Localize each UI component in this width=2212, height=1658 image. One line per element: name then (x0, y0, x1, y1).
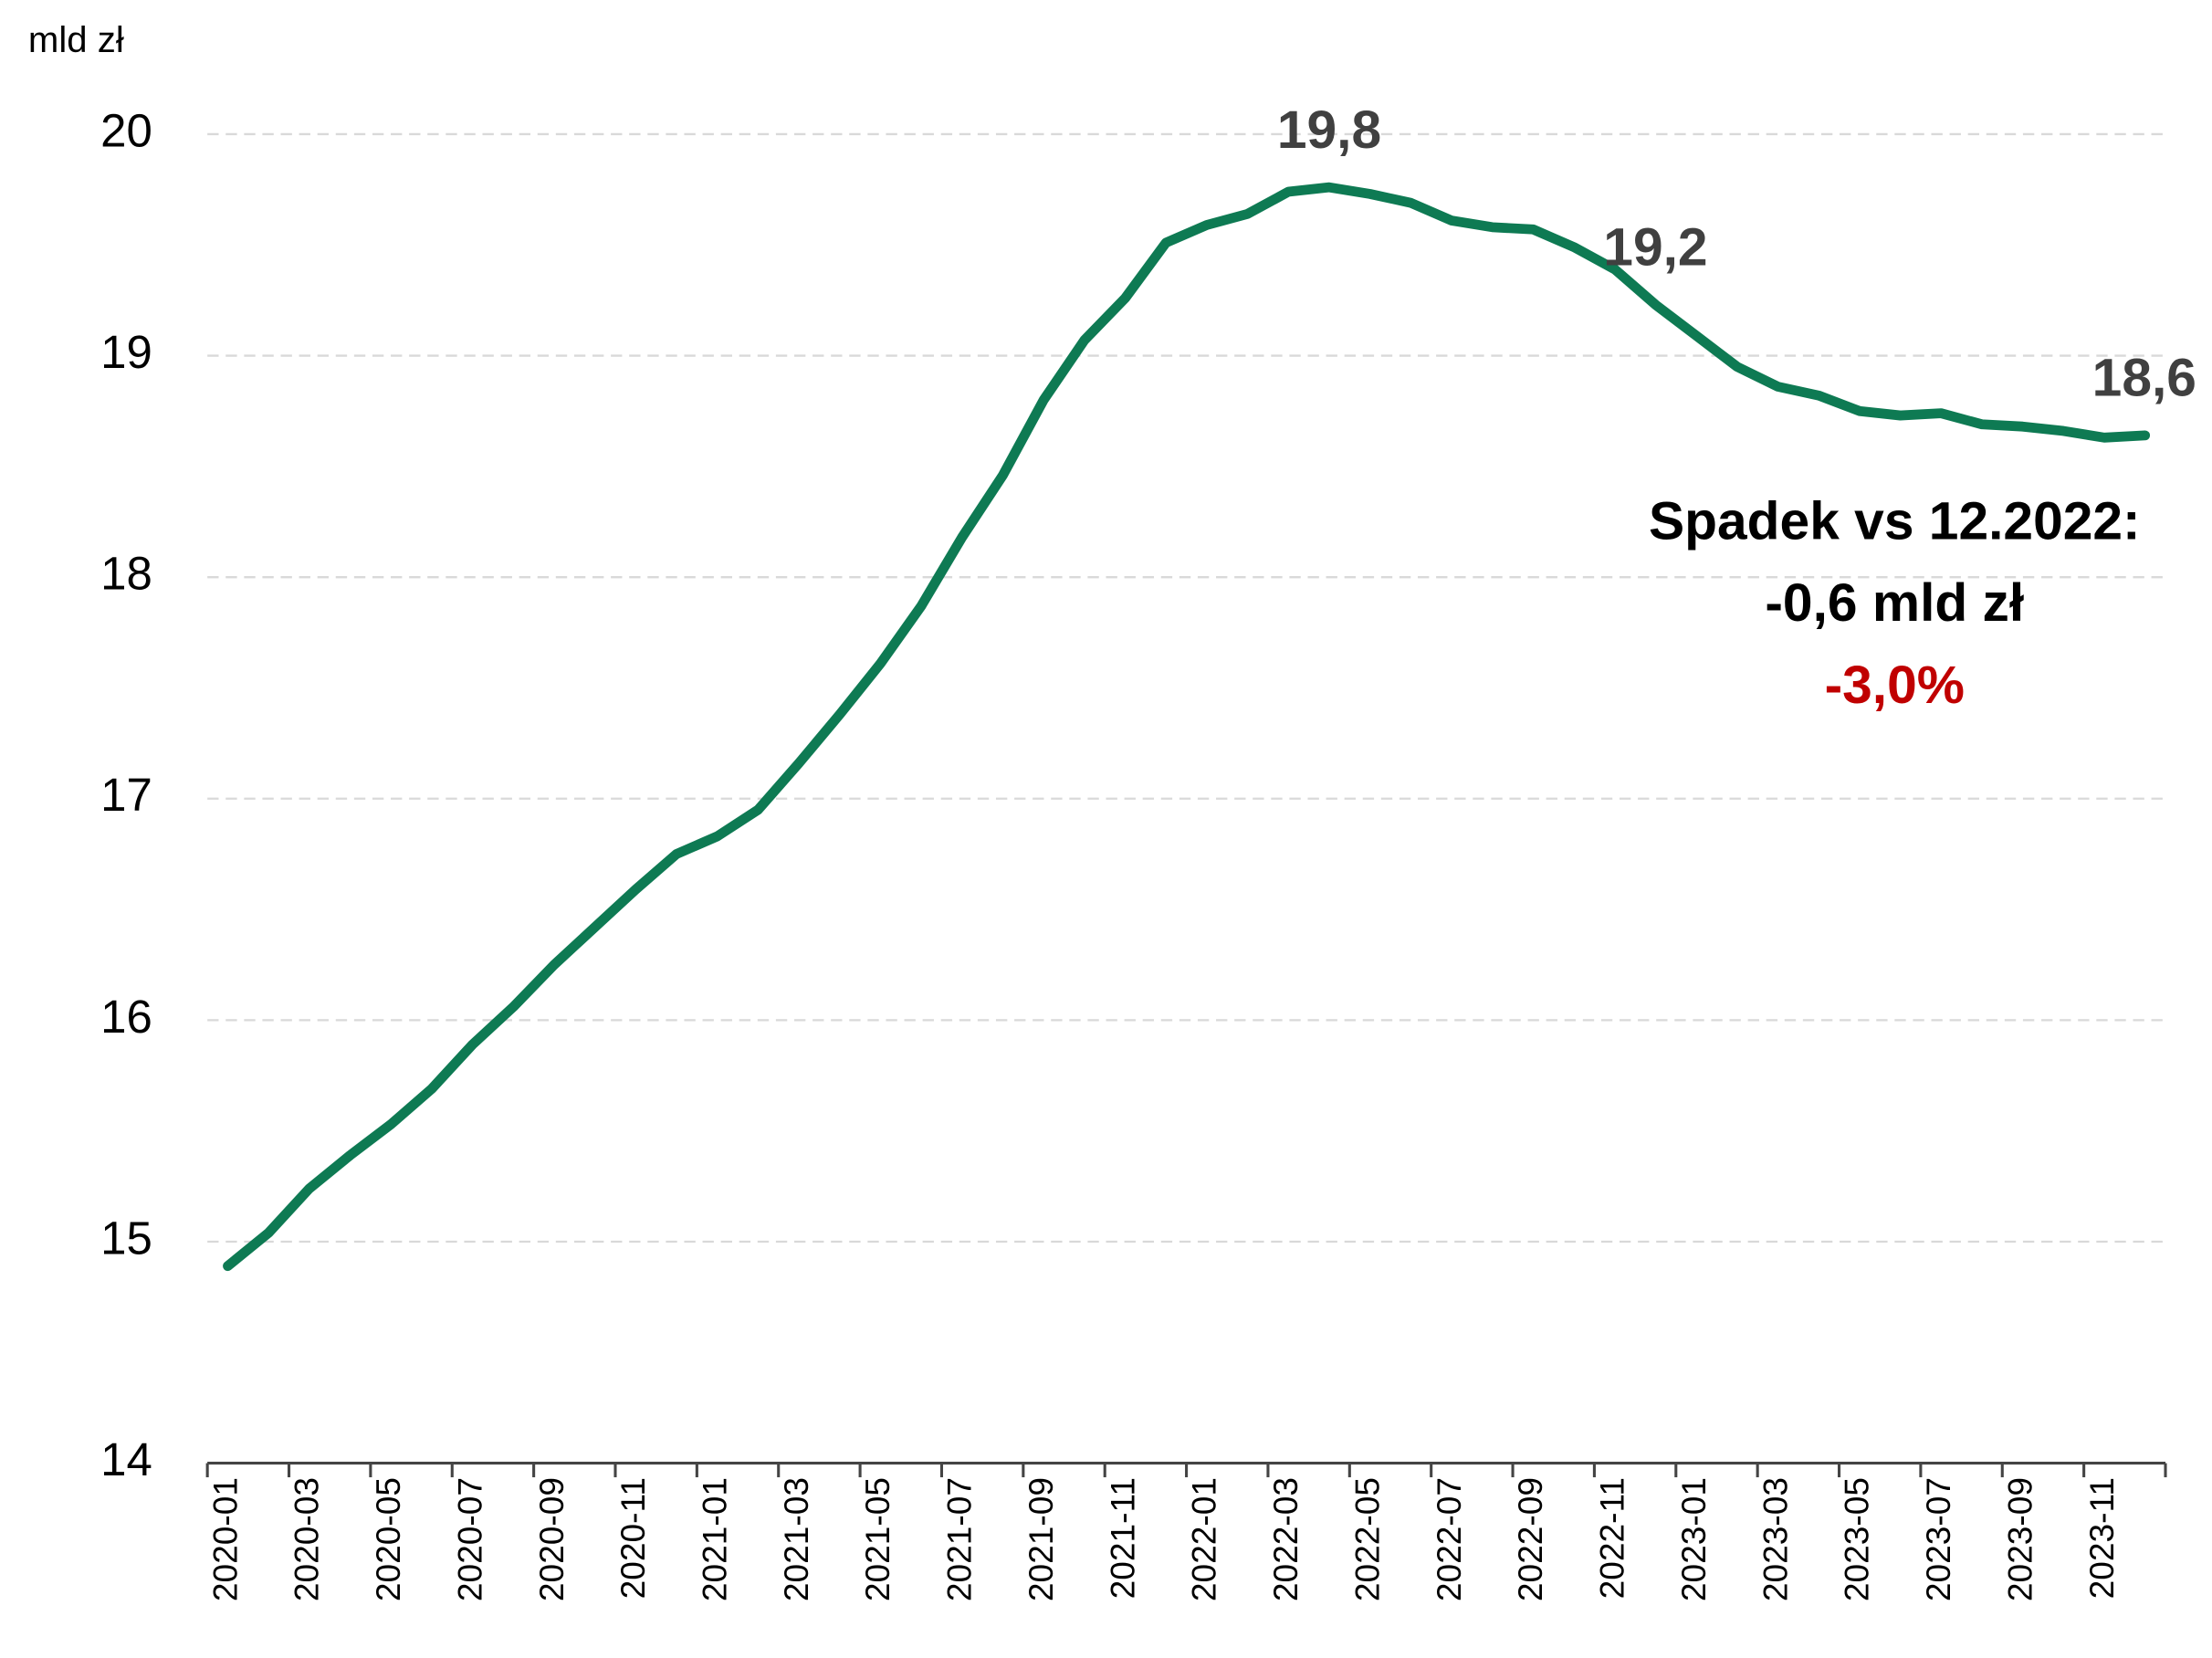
x-tick-label: 2021-03 (777, 1477, 815, 1601)
x-tick-label: 2021-09 (1022, 1477, 1060, 1601)
y-tick-label: 18 (100, 548, 152, 600)
x-tick-label: 2020-11 (613, 1477, 652, 1599)
x-tick-label: 2020-01 (205, 1477, 244, 1601)
x-tick-label: 2023-05 (1838, 1477, 1876, 1601)
data-label: 19,8 (1277, 100, 1381, 160)
x-tick-label: 2023-11 (2082, 1477, 2121, 1599)
x-tick-label: 2023-03 (1756, 1477, 1794, 1601)
x-tick-label: 2023-09 (2000, 1477, 2039, 1601)
y-tick-label: 15 (100, 1212, 152, 1264)
x-tick-label: 2020-09 (532, 1477, 571, 1601)
x-tick-label: 2020-07 (450, 1477, 488, 1601)
x-tick-label: 2020-03 (288, 1477, 326, 1601)
x-tick-label: 2020-05 (369, 1477, 407, 1601)
y-tick-label: 16 (100, 991, 152, 1043)
x-tick-label: 2022-03 (1266, 1477, 1305, 1601)
x-tick-label: 2022-07 (1430, 1477, 1468, 1601)
y-tick-label: 20 (100, 104, 152, 156)
x-tick-label: 2022-05 (1347, 1477, 1386, 1601)
y-tick-label: 17 (100, 769, 152, 821)
annotation: -3,0% (1825, 656, 1965, 715)
y-tick-label: 19 (100, 326, 152, 378)
x-tick-label: 2021-05 (858, 1477, 896, 1601)
x-tick-label: 2022-11 (1593, 1477, 1631, 1599)
x-tick-label: 2021-01 (696, 1477, 734, 1601)
x-tick-label: 2022-01 (1185, 1477, 1223, 1601)
y-unit: mld zł (28, 19, 124, 60)
annotation: Spadek vs 12.2022: (1649, 492, 2141, 551)
x-tick-label: 2023-01 (1674, 1477, 1713, 1601)
annotation: -0,6 mld zł (1765, 573, 2024, 633)
data-label: 18,6 (2092, 349, 2196, 408)
data-label: 19,2 (1603, 218, 1707, 278)
y-tick-label: 14 (100, 1433, 152, 1485)
line (223, 182, 2151, 1272)
x-tick-label: 2021-07 (940, 1477, 979, 1601)
x-tick-label: 2021-11 (1103, 1477, 1141, 1599)
x-tick-label: 2022-09 (1511, 1477, 1549, 1601)
x-tick-label: 2023-07 (1919, 1477, 1957, 1601)
